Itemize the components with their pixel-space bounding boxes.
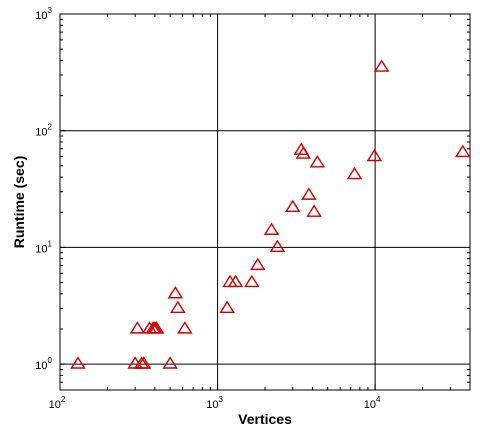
data-point-22: [306, 204, 322, 217]
plot-frame: [59, 13, 471, 391]
data-point-13: [219, 300, 235, 314]
x-tick-exponent: 3: [218, 395, 223, 404]
data-point-28: [373, 59, 390, 72]
data-point-25: [309, 155, 326, 168]
x-tick-label: 103: [206, 395, 223, 411]
data-point-3: [135, 356, 152, 369]
y-tick-exponent: 0: [48, 356, 53, 365]
y-tick-label: 101: [35, 239, 52, 255]
data-point-27: [366, 148, 383, 162]
data-point-16: [244, 274, 260, 288]
x-tick-exponent: 2: [61, 395, 66, 404]
x-tick-base: 10: [49, 399, 61, 411]
y-tick-exponent: 2: [48, 123, 53, 132]
y-axis-title: Runtime (sec): [11, 156, 27, 249]
x-axis-title: Vertices: [238, 411, 292, 427]
x-tick-label: 104: [364, 395, 381, 411]
data-point-18: [263, 222, 280, 235]
y-tick-base: 10: [35, 360, 47, 372]
x-tick-base: 10: [206, 399, 218, 411]
data-point-5: [129, 321, 146, 334]
y-tick-base: 10: [35, 243, 47, 255]
y-tick-exponent: 3: [48, 6, 53, 15]
data-point-9: [148, 321, 165, 334]
x-tick-base: 10: [364, 399, 376, 411]
data-point-0: [70, 356, 86, 369]
data-point-4: [162, 356, 178, 369]
x-tick-exponent: 4: [376, 395, 381, 404]
data-point-20: [284, 199, 301, 213]
data-point-11: [170, 300, 186, 314]
y-tick-label: 102: [35, 123, 52, 139]
y-tick-label: 100: [35, 356, 52, 372]
data-point-17: [250, 257, 266, 271]
y-tick-exponent: 1: [48, 239, 53, 248]
x-axis-ticks: 102 103 104: [49, 14, 451, 411]
y-tick-base: 10: [35, 127, 47, 139]
data-point-21: [301, 187, 317, 200]
grid-lines: [59, 13, 470, 390]
y-tick-base: 10: [35, 10, 47, 22]
data-point-12: [167, 286, 184, 299]
data-point-29: [455, 144, 471, 158]
data-point-26: [346, 166, 363, 180]
data-point-24: [295, 146, 312, 159]
data-point-10: [177, 321, 193, 334]
data-points: [70, 59, 471, 369]
x-tick-label: 102: [49, 395, 66, 411]
data-point-15: [227, 274, 244, 288]
data-point-19: [269, 239, 286, 253]
y-tick-label: 103: [35, 6, 52, 22]
